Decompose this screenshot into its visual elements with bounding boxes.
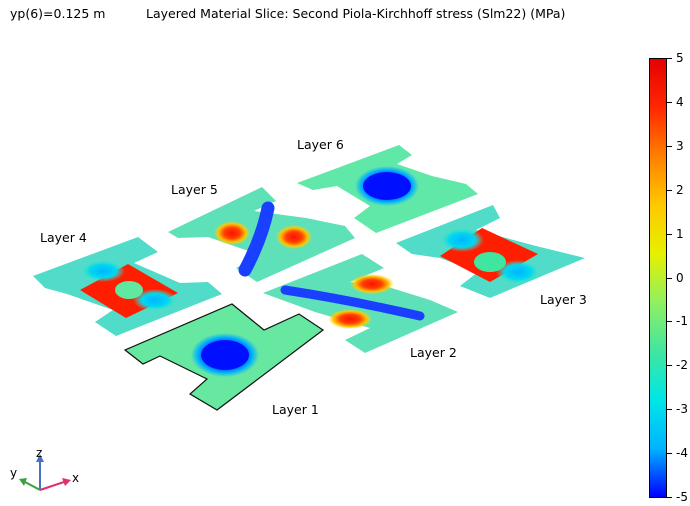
colorbar-tick-label: -4 [676, 446, 688, 461]
colorbar-tick-label: -2 [676, 358, 688, 373]
colorbar-tick-label: 1 [676, 226, 684, 241]
x-axis-label: x [72, 471, 79, 485]
plot-title: Layered Material Slice: Second Piola-Kir… [146, 6, 566, 21]
colorbar-tick-mark [667, 365, 672, 367]
colorbar-tick-mark [667, 189, 672, 191]
axis-triad: z x y [10, 446, 79, 491]
y-axis-label: y [10, 466, 17, 480]
layer-5-slice [168, 187, 355, 282]
layer-3-slice [396, 205, 585, 298]
colorbar-tick-label: 0 [676, 270, 684, 285]
colorbar-tick-mark [667, 101, 672, 103]
colorbar-tick-mark [667, 321, 672, 323]
colorbar-tick-label: 2 [676, 182, 684, 197]
colorbar-tick-mark [667, 277, 672, 279]
colorbar-tick-label: 4 [676, 94, 684, 109]
colorbar-tick-label: -3 [676, 402, 688, 417]
colorbar-tick-mark [667, 58, 672, 59]
layer-6-label: Layer 6 [297, 137, 344, 152]
layer-3-label: Layer 3 [540, 292, 587, 307]
layer-5-label: Layer 5 [171, 182, 218, 197]
layer-2-label: Layer 2 [410, 345, 457, 360]
x-axis-arrow [39, 478, 71, 491]
colorbar-tick-label: -5 [676, 490, 688, 504]
z-axis-label: z [36, 446, 42, 460]
layer-4-label: Layer 4 [40, 230, 87, 245]
colorbar-tick-mark [667, 233, 672, 235]
colorbar-tick-label: 3 [676, 138, 684, 153]
layer-1-slice [123, 303, 325, 411]
layer-4-slice [33, 237, 222, 336]
colorbar-tick-mark [667, 409, 672, 411]
colorbar-tick-label: 5 [676, 51, 684, 65]
layer-1-label: Layer 1 [272, 402, 319, 417]
layer-6-slice [297, 145, 478, 233]
colorbar-tick-mark [667, 145, 672, 147]
parameter-label: yp(6)=0.125 m [10, 6, 106, 21]
z-axis-arrow [36, 454, 44, 490]
colorbar [649, 58, 667, 498]
y-axis-arrow [19, 478, 41, 491]
colorbar-tick-mark [667, 497, 672, 498]
colorbar-tick-mark [667, 453, 672, 455]
colorbar-tick-label: -1 [676, 314, 688, 329]
layer-2-slice [263, 254, 458, 353]
